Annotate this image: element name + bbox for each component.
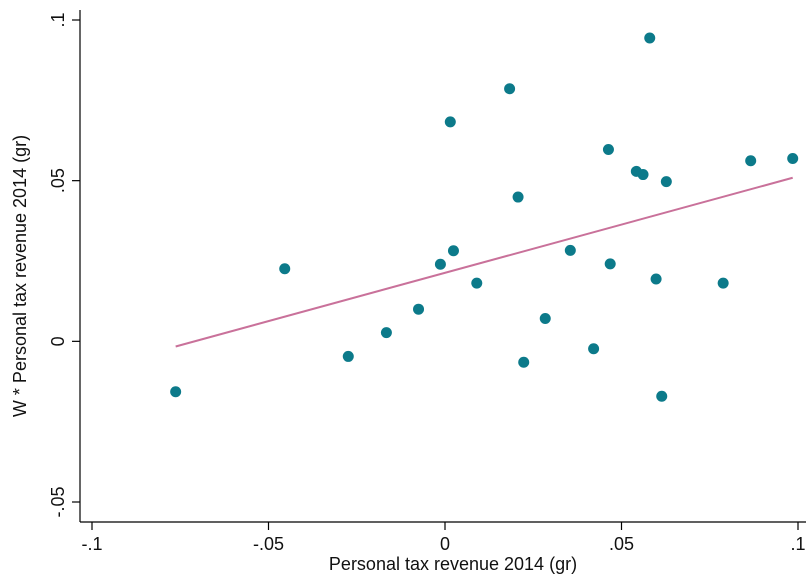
scatter-point — [471, 277, 483, 289]
scatter-point — [660, 176, 672, 188]
x-axis-label: Personal tax revenue 2014 (gr) — [329, 554, 577, 574]
scatter-point — [564, 244, 576, 256]
y-tick-label: .1 — [48, 12, 68, 27]
x-tick-label: .1 — [790, 534, 805, 554]
scatter-point — [444, 116, 456, 128]
y-tick-label: 0 — [48, 336, 68, 346]
scatter-point — [717, 277, 729, 289]
scatter-point — [604, 258, 616, 270]
scatter-point — [504, 83, 516, 95]
x-tick-label: -.05 — [253, 534, 284, 554]
x-axis: -.1 -.05 0 .05 .1 — [81, 522, 806, 554]
plot-frame — [79, 10, 806, 523]
scatter-point — [637, 169, 649, 181]
scatter-point — [539, 313, 551, 325]
data-points — [170, 32, 799, 402]
scatter-point — [650, 273, 662, 285]
scatter-point — [413, 303, 425, 315]
scatter-point — [434, 258, 446, 270]
fit-line-layer — [175, 176, 793, 348]
scatter-point — [588, 343, 600, 355]
scatter-point — [518, 356, 530, 368]
scatter-point — [170, 386, 182, 398]
scatter-point — [787, 152, 799, 164]
scatter-point — [279, 263, 291, 275]
scatter-point — [656, 390, 668, 402]
scatter-point — [745, 155, 757, 167]
x-tick-label: .05 — [609, 534, 634, 554]
scatter-point — [342, 350, 354, 362]
x-tick-label: 0 — [440, 534, 450, 554]
scatter-point — [380, 327, 392, 339]
scatter-point — [447, 245, 459, 257]
y-axis: -.05 0 .05 .1 — [48, 12, 80, 518]
y-axis-label: W * Personal tax revenue 2014 (gr) — [10, 135, 30, 417]
scatter-point — [602, 143, 614, 155]
fit-line — [175, 176, 793, 348]
scatter-point — [644, 32, 656, 44]
y-tick-label: .05 — [48, 168, 68, 193]
x-tick-label: -.1 — [81, 534, 102, 554]
y-tick-label: -.05 — [48, 486, 68, 517]
scatter-point — [512, 191, 524, 203]
